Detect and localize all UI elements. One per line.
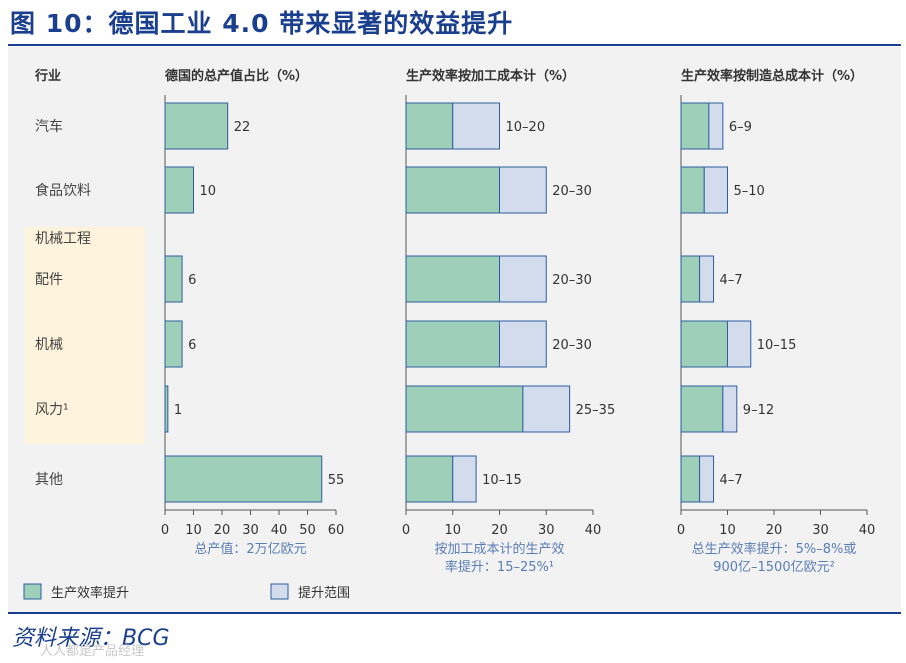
category-label: 其他 — [35, 472, 63, 488]
bar-improve — [680, 455, 701, 503]
bar-range — [699, 255, 715, 303]
category-label: 汽车 — [35, 118, 63, 135]
legend-swatch — [23, 583, 42, 600]
legend-label: 生产效率提升 — [51, 585, 129, 601]
bar-range — [499, 255, 547, 303]
source-note: 资料来源：BCG — [12, 626, 170, 651]
bar-range — [722, 385, 738, 433]
bar-value — [164, 102, 229, 150]
x-axis-title: 按加工成本计的生产效 — [434, 541, 564, 557]
bar-improve — [680, 385, 724, 433]
data-label: 5–10 — [734, 184, 765, 199]
data-label: 6 — [188, 273, 196, 288]
x-tick-label: 50 — [299, 523, 316, 538]
bar-value — [164, 166, 194, 214]
x-tick-label: 60 — [328, 523, 345, 538]
x-tick-label: 0 — [677, 523, 685, 538]
x-axis-title: 总产值：2万亿欧元 — [194, 541, 306, 557]
x-tick-label: 40 — [859, 523, 876, 538]
bar-range — [708, 102, 724, 150]
category-label: 食品饮料 — [35, 182, 91, 199]
watermark: 人人都是产品经理 — [40, 644, 145, 659]
bar-range — [699, 455, 715, 503]
bar-value — [164, 385, 169, 433]
x-tick-label: 0 — [402, 523, 410, 538]
x-axis-title: 率提升：15–25%¹ — [445, 559, 554, 575]
bar-improve — [680, 320, 728, 368]
bar-range — [499, 166, 547, 214]
bar-range — [452, 102, 500, 150]
x-tick-label: 40 — [585, 523, 602, 538]
bar-range — [522, 385, 571, 433]
bar-improve — [405, 255, 500, 303]
data-label: 10–15 — [482, 473, 522, 488]
data-label: 10 — [200, 184, 217, 199]
bar-improve — [405, 102, 454, 150]
bar-range — [499, 320, 547, 368]
data-label: 4–7 — [720, 473, 743, 488]
data-label: 10–15 — [757, 338, 797, 353]
data-label: 25–35 — [576, 403, 616, 418]
figure-title: 图 10：德国工业 4.0 带来显著的效益提升 — [10, 9, 514, 38]
legend-swatch — [270, 583, 289, 600]
data-label: 9–12 — [743, 403, 774, 418]
bar-range — [703, 166, 728, 214]
x-tick-label: 20 — [766, 523, 783, 538]
data-label: 55 — [328, 473, 345, 488]
bar-range — [727, 320, 752, 368]
bar-improve — [680, 166, 705, 214]
x-tick-label: 30 — [812, 523, 829, 538]
bar-improve — [405, 455, 454, 503]
top-rule — [8, 44, 901, 46]
data-label: 22 — [234, 120, 251, 135]
data-label: 6 — [188, 338, 196, 353]
chart-title: 生产效率按加工成本计（%） — [406, 68, 575, 84]
bar-improve — [405, 385, 524, 433]
bar-value — [164, 255, 183, 303]
x-tick-label: 10 — [185, 523, 202, 538]
chart-title: 生产效率按制造总成本计（%） — [681, 68, 863, 84]
bar-improve — [405, 166, 500, 214]
chart-title: 德国的总产值占比（%） — [165, 68, 308, 84]
data-label: 20–30 — [552, 273, 592, 288]
category-label: 机械工程 — [35, 231, 91, 247]
x-axis-title: 总生产效率提升：5%–8%或 — [692, 541, 857, 557]
bar-improve — [405, 320, 500, 368]
bar-range — [452, 455, 477, 503]
x-tick-label: 40 — [271, 523, 288, 538]
bar-improve — [680, 255, 701, 303]
data-label: 6–9 — [729, 120, 752, 135]
x-tick-label: 10 — [444, 523, 461, 538]
x-axis-title: 900亿–1500亿欧元² — [713, 560, 835, 575]
x-tick-label: 0 — [161, 523, 169, 538]
category-label: 机械 — [35, 337, 63, 353]
x-tick-label: 20 — [491, 523, 508, 538]
x-tick-label: 30 — [538, 523, 555, 538]
category-label: 配件 — [35, 272, 63, 288]
data-label: 10–20 — [506, 120, 546, 135]
bar-value — [164, 320, 183, 368]
data-label: 1 — [174, 403, 182, 418]
data-label: 4–7 — [720, 273, 743, 288]
group-highlight — [25, 227, 145, 444]
data-label: 20–30 — [552, 184, 592, 199]
x-tick-label: 20 — [214, 523, 231, 538]
data-label: 20–30 — [552, 338, 592, 353]
bottom-rule — [8, 612, 901, 614]
bar-value — [164, 455, 323, 503]
x-tick-label: 10 — [719, 523, 736, 538]
x-tick-label: 30 — [242, 523, 259, 538]
bar-improve — [680, 102, 710, 150]
legend-label: 提升范围 — [298, 585, 350, 601]
category-label: 风力¹ — [35, 402, 69, 418]
row-header: 行业 — [34, 68, 61, 84]
